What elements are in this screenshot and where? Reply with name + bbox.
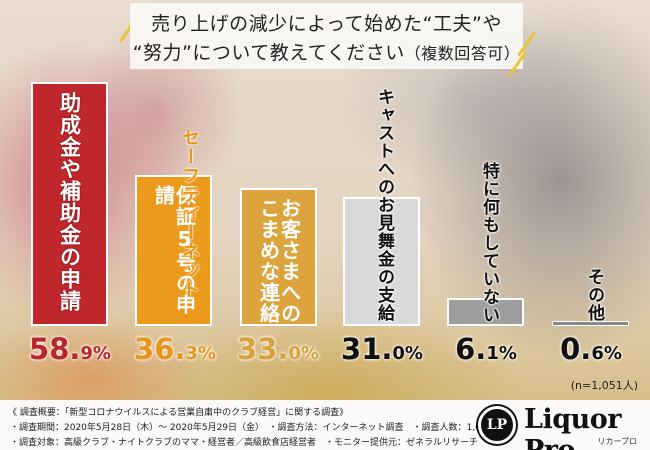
liquor-pro-logo: LP Liquor Pro リカープロ (470, 402, 645, 450)
pct-major: 0. (560, 332, 592, 366)
pct-minor: 0% (392, 343, 423, 364)
pct-value: 36.3% (125, 332, 225, 366)
pct-major: 6. (455, 332, 487, 366)
bar-label: 保証5号の申請 (151, 185, 197, 315)
logo-subtitle: リカープロ (597, 437, 637, 446)
pct-value: 6.1% (436, 332, 536, 366)
survey-overview: 《 調査概要：「新型コロナウイルスによる営業自粛中のクラブ経営」に関する調査》 (8, 408, 349, 418)
pct-minor: 0% (288, 343, 319, 364)
bar-other (552, 321, 629, 326)
pct-major: 36. (134, 332, 186, 366)
survey-target: ・調査対象：高級クラブ・ナイトクラブのママ・経営者／高級飲食店経営者 ・モニター… (10, 438, 479, 448)
pct-value: 31.0% (332, 332, 432, 366)
pct-minor: 9% (80, 343, 111, 364)
sample-size-note: (n=1,051人) (570, 379, 638, 392)
pct-minor: 1% (486, 343, 517, 364)
survey-period-method: ・調査期間：2020年5月28日（木）～ 2020年5月29日（金） ・調査方法… (10, 423, 502, 433)
bar-customer-contact: お客さまへのこまめな連絡 (240, 188, 317, 326)
bar-label-overflow: セーフティーネット (179, 128, 200, 299)
pct-value: 0.6% (541, 332, 641, 366)
pct-major: 31. (341, 332, 393, 366)
title-line-2-main: “努力”について教えてください (132, 42, 405, 64)
bar-label: 助成金や補助金の申請 (57, 92, 82, 312)
pct-value: 58.9% (20, 332, 120, 366)
bar-cast-sympathy-money (343, 197, 420, 326)
pct-value: 33.0% (228, 332, 328, 366)
bar-label: キャストへのお見舞金の支給 (374, 88, 394, 322)
logo-emblem-icon: LP (478, 406, 516, 444)
title-line-2-note: （複数回答可） (404, 44, 521, 63)
title-line-2: “努力”について教えてください（複数回答可） (130, 38, 523, 65)
logo-name: Liquor Pro (524, 404, 621, 450)
chart-title: 売り上げの減少によって始めた“工夫”や “努力”について教えてください（複数回答… (130, 3, 523, 69)
pct-major: 33. (237, 332, 289, 366)
bar-label: その他 (584, 268, 604, 322)
survey-footer: 《 調査概要：「新型コロナウイルスによる営業自粛中のクラブ経営」に関する調査》 … (0, 400, 650, 450)
pct-minor: 6% (591, 343, 622, 364)
bar-label-part: こまめな連絡 (256, 198, 281, 324)
bar-label-part: お客さまへの (277, 198, 302, 324)
bar-label: 特に何もしていない (479, 162, 499, 324)
bar-safety-net-guarantee: 保証5号の申請 (135, 175, 212, 326)
pct-minor: 3% (185, 343, 216, 364)
title-line-1: 売り上げの減少によって始めた“工夫”や (151, 13, 502, 35)
pct-major: 58. (29, 332, 81, 366)
bar-label: お客さまへのこまめな連絡 (256, 190, 302, 324)
bar-subsidy-application: 助成金や補助金の申請 (31, 82, 108, 326)
bar-nothing-done (447, 298, 524, 326)
